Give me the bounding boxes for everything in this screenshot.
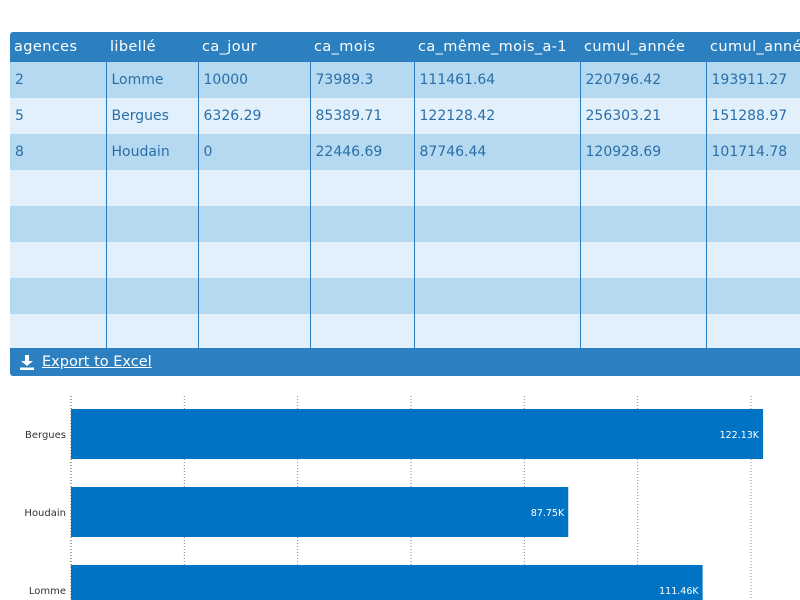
table-cell[interactable] [105,278,198,314]
table-cell[interactable] [579,170,706,206]
column-header-ca-mois[interactable]: ca_mois [310,32,414,62]
table-cell[interactable]: Houdain [105,134,198,170]
table-cell[interactable] [105,314,198,350]
table-row[interactable] [10,206,800,242]
table-cell[interactable]: 101714.78 [705,134,800,170]
table-cell[interactable] [413,314,580,350]
table-cell[interactable] [309,278,414,314]
download-icon [20,354,34,370]
table-cell[interactable]: 111461.64 [413,61,580,98]
table-cell[interactable]: 73989.3 [309,61,414,98]
table-cell[interactable] [705,314,800,350]
table-cell[interactable] [197,314,310,350]
bar-chart: Bergues 122.13K Houdain 87.75K Lomme 111.46K [24,396,764,600]
table-cell[interactable] [413,278,580,314]
table-cell[interactable]: Bergues [105,98,198,134]
table-cell[interactable] [197,206,310,242]
table-cell[interactable] [197,278,310,314]
table-cell[interactable] [197,242,310,278]
table-cell[interactable]: 151288.97 [705,98,800,134]
table-cell[interactable] [105,170,198,206]
table-cell[interactable]: 85389.71 [309,98,414,134]
category-label: Lomme [29,586,66,597]
table-cell[interactable]: Lomme [105,61,198,98]
column-header-ca-meme-mois-a-1[interactable]: ca_même_mois_a-1 [414,32,580,62]
table-cell[interactable] [105,206,198,242]
export-to-excel-button[interactable]: Export to Excel [20,354,152,370]
table-cell[interactable]: 122128.42 [413,98,580,134]
table-cell[interactable]: 0 [197,134,310,170]
table-row[interactable] [10,242,800,278]
bar-houdain[interactable] [71,487,569,537]
table-row[interactable]: 8 Houdain 0 22446.69 87746.44 120928.69 101714… [10,134,800,170]
table-row[interactable]: 2 Lomme 10000 73989.3 111461.64 220796.42 1939… [10,61,800,98]
column-header-cumul-annee-a-1[interactable]: cumul_année_a-1 [706,32,800,62]
table-cell[interactable]: 256303.21 [579,98,706,134]
table-cell[interactable] [705,206,800,242]
column-header-ca-jour[interactable]: ca_jour [198,32,310,62]
table-header-row: agences libellé ca_jour ca_mois ca_même_… [10,32,800,62]
table-cell[interactable] [10,206,106,242]
table-cell[interactable] [705,170,800,206]
table-cell[interactable]: 120928.69 [579,134,706,170]
category-label: Houdain [24,508,66,519]
table-cell[interactable] [105,242,198,278]
table-cell[interactable] [413,206,580,242]
table-cell[interactable] [579,278,706,314]
column-header-agences[interactable]: agences [10,32,106,62]
table-cell[interactable] [413,170,580,206]
table-cell[interactable] [413,242,580,278]
table-cell[interactable] [309,242,414,278]
table-cell[interactable] [10,242,106,278]
table-cell[interactable]: 8 [10,134,106,170]
table-cell[interactable] [579,206,706,242]
table-row[interactable] [10,278,800,314]
table-cell[interactable]: 87746.44 [413,134,580,170]
column-header-libelle[interactable]: libellé [106,32,198,62]
table-cell[interactable] [705,278,800,314]
table-cell[interactable]: 220796.42 [579,61,706,98]
table-cell[interactable] [10,278,106,314]
table-cell[interactable] [309,314,414,350]
table-cell[interactable]: 5 [10,98,106,134]
table-cell[interactable] [579,242,706,278]
data-table: agences libellé ca_jour ca_mois ca_même_… [10,32,800,350]
table-cell[interactable] [309,170,414,206]
table-cell[interactable] [579,314,706,350]
table-cell[interactable] [10,170,106,206]
table-cell[interactable]: 193911.27 [705,61,800,98]
table-cell[interactable] [10,314,106,350]
grid-toolbar: Export to Excel [10,348,800,376]
table-row[interactable]: 5 Bergues 6326.29 85389.71 122128.42 256303.2… [10,98,800,134]
data-grid: agences libellé ca_jour ca_mois ca_même_… [10,32,800,376]
table-cell[interactable]: 2 [10,61,106,98]
export-to-excel-label: Export to Excel [42,354,152,370]
data-label: 87.75K [531,508,565,519]
data-label: 122.13K [720,430,760,441]
bar-bergues[interactable] [71,409,764,459]
table-cell[interactable] [705,242,800,278]
bar-lomme[interactable] [71,565,703,600]
table-cell[interactable]: 6326.29 [197,98,310,134]
table-cell[interactable] [197,170,310,206]
column-header-cumul-annee[interactable]: cumul_année [580,32,706,62]
table-row[interactable] [10,170,800,206]
table-row[interactable] [10,314,800,350]
table-cell[interactable] [309,206,414,242]
table-cell[interactable]: 10000 [197,61,310,98]
data-label: 111.46K [659,586,699,597]
category-label: Bergues [25,430,66,441]
table-cell[interactable]: 22446.69 [309,134,414,170]
